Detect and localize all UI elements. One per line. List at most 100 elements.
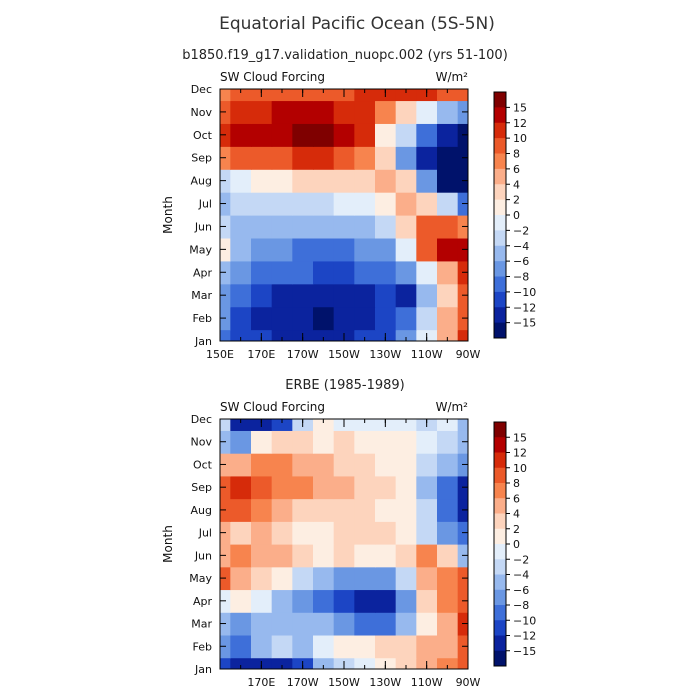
heatmap-cell (416, 192, 438, 216)
heatmap-cell (271, 215, 293, 239)
heatmap-cell (271, 475, 293, 500)
heatmap-cell (220, 329, 231, 341)
heatmap-cell (313, 453, 335, 477)
heatmap-cell (375, 123, 397, 147)
heatmap-cell (251, 566, 273, 591)
x-tick-label: 130W (369, 676, 401, 689)
heatmap-cell (395, 146, 417, 170)
heatmap-cell (395, 89, 417, 102)
heatmap-cell (271, 657, 293, 669)
heatmap-cell (333, 146, 355, 170)
heatmap-cell (395, 169, 417, 193)
heatmap-cell (354, 566, 376, 591)
heatmap-cell (313, 544, 335, 568)
x-tick-label: 90W (456, 348, 481, 361)
heatmap-cell (375, 192, 397, 216)
heatmap-cell (354, 589, 376, 613)
colorbar-label: 0 (513, 538, 520, 551)
heatmap-cell (251, 475, 273, 500)
colorbar-label: 8 (513, 148, 520, 161)
heatmap-cell (271, 521, 293, 545)
heatmap-cell (230, 521, 252, 545)
colorbar-swatch (494, 544, 506, 560)
heatmap-cell (313, 123, 335, 147)
heatmap-cell (230, 634, 252, 659)
heatmap-cell (292, 100, 314, 124)
x-tick-label: 150E (206, 348, 234, 361)
colorbar-swatch (494, 307, 506, 324)
colorbar-swatch (494, 483, 506, 499)
heatmap-cell (292, 634, 314, 659)
heatmap-cell (230, 169, 252, 193)
colorbar-label: −2 (513, 224, 529, 237)
heatmap-cell (271, 419, 293, 431)
x-tick-label: 170E (247, 676, 275, 689)
panel2-title: ERBE (1985-1989) (285, 378, 405, 393)
heatmap-cell (416, 453, 438, 477)
heatmap-cell (395, 634, 417, 659)
y-axis-label: Month (161, 196, 175, 234)
heatmap-cell (230, 475, 252, 500)
heatmap-cell (395, 566, 417, 591)
heatmap-cell (395, 100, 417, 124)
heatmap-cells (220, 89, 468, 341)
y-tick-label: Oct (193, 458, 213, 471)
y-axis-label: Month (161, 525, 175, 563)
heatmap-cell (375, 566, 397, 591)
heatmap-cell (354, 283, 376, 308)
heatmap-cell (395, 498, 417, 522)
colorbar-swatch (494, 199, 506, 216)
heatmap-cell (395, 419, 417, 431)
colorbar-label: 6 (513, 163, 520, 176)
heatmap-cell (395, 192, 417, 216)
heatmap-cell (437, 146, 459, 170)
heatmap-cell (230, 123, 252, 147)
heatmap-cell (230, 612, 252, 636)
heatmap-cell (230, 283, 252, 308)
heatmap-cell (416, 475, 438, 500)
heatmap-cell (271, 498, 293, 522)
heatmap-cell (395, 475, 417, 500)
colorbar-label: 10 (513, 462, 527, 475)
y-tick-label: Feb (193, 312, 212, 325)
heatmap-cell (354, 657, 376, 669)
heatmap-cell (416, 612, 438, 636)
y-tick-label: Jun (194, 549, 212, 562)
colorbar-label: −10 (513, 286, 536, 299)
colorbar-label: 15 (513, 431, 527, 444)
heatmap-cell (230, 566, 252, 591)
colorbar-swatch (494, 92, 506, 108)
heatmap-cell (292, 430, 314, 454)
colorbar-swatch (494, 635, 506, 652)
heatmap-cell (251, 192, 273, 216)
colorbar-swatch (494, 322, 506, 339)
heatmap-cell (292, 215, 314, 239)
heatmap-cell (271, 283, 293, 308)
heatmap-cell (271, 329, 293, 341)
heatmap-cell (375, 544, 397, 568)
heatmap-cell (437, 430, 459, 454)
y-tick-label: Mar (191, 289, 212, 302)
heatmap-cell (271, 566, 293, 591)
heatmap-cell (416, 283, 438, 308)
colorbar-label: −4 (513, 569, 529, 582)
heatmap-cell (292, 237, 314, 262)
x-tick-label: 170W (287, 348, 319, 361)
heatmap-cell (271, 306, 293, 331)
heatmap-cell (437, 100, 459, 124)
heatmap-cell (271, 453, 293, 477)
heatmap-cell (354, 419, 376, 431)
heatmap-cell (395, 123, 417, 147)
heatmap-cell (292, 192, 314, 216)
figure-subtitle: b1850.f19_g17.validation_nuopc.002 (yrs … (182, 48, 508, 63)
colorbar-swatch (494, 605, 506, 621)
heatmap-cell (230, 146, 252, 170)
heatmap-cell (333, 453, 355, 477)
heatmap-cell (333, 589, 355, 613)
heatmap-cell (313, 169, 335, 193)
heatmap-cell (437, 89, 459, 102)
y-tick-label: Jan (194, 335, 212, 348)
heatmap-cell (437, 419, 459, 431)
heatmap-cell (251, 123, 273, 147)
colorbar-swatch (494, 122, 506, 139)
